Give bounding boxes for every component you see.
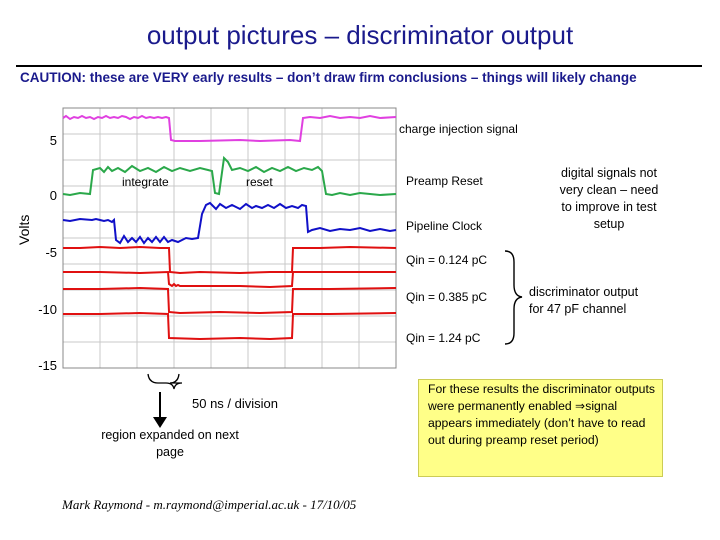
integrate-label: integrate [122, 175, 169, 189]
reset-label: reset [246, 175, 273, 189]
plot-grid [62, 107, 397, 369]
title-rule [16, 65, 702, 67]
discriminator-note-line-1: discriminator output [529, 285, 639, 299]
preamp-reset-label: Preamp Reset [406, 174, 483, 188]
preamp-reset-trace [62, 201, 397, 245]
plot-frame [62, 107, 397, 369]
qin-0385-label: Qin = 0.385 pC [406, 290, 487, 304]
charge-injection-label: charge injection signal [399, 122, 518, 136]
time-scale-label: 50 ns / division [192, 396, 278, 411]
region-brace [147, 373, 183, 390]
pipeline-clock-label: Pipeline Clock [406, 219, 483, 233]
y-tick-minus15: -15 [38, 358, 57, 373]
region-expanded-label: region expanded on next page [101, 428, 239, 459]
author-footer: Mark Raymond - m.raymond@imperial.ac.uk … [62, 497, 357, 512]
caution-text: CAUTION: these are VERY early results – … [20, 70, 637, 85]
digital-note-line-2: very clean – need [560, 183, 659, 197]
reset-trace [62, 155, 397, 197]
digital-signals-note: digital signals not very clean – need to… [560, 166, 659, 231]
discriminator-note-line-2: for 47 pF channel [529, 302, 626, 316]
slide-title: output pictures – discriminator output [146, 20, 574, 50]
discriminator-trace-4 [63, 311, 397, 341]
y-tick-minus5: -5 [45, 245, 57, 260]
note-box [418, 379, 663, 477]
discriminator-trace-1 [63, 245, 397, 275]
qin-brace [504, 250, 523, 345]
y-axis-label: Volts [16, 214, 32, 245]
y-tick-minus10: -10 [38, 302, 57, 317]
y-tick-5: 5 [50, 133, 57, 148]
note-box-text: For these results the discriminator outp… [428, 382, 655, 447]
digital-note-line-4: setup [594, 217, 625, 231]
digital-note-line-3: to improve in test [561, 200, 657, 214]
discriminator-trace-2 [63, 270, 396, 289]
qin-124-label: Qin = 1.24 pC [406, 331, 481, 345]
charge-injection-trace [62, 114, 397, 143]
discriminator-trace-3 [63, 286, 397, 315]
y-tick-0: 0 [50, 188, 57, 203]
digital-note-line-1: digital signals not [561, 166, 657, 180]
region-marker: 50 ns / division [147, 373, 278, 428]
qin-0124-label: Qin = 0.124 pC [406, 253, 487, 267]
oscilloscope-plot: 5 0 -5 -10 -15 integrate reset charge in… [38, 107, 659, 373]
region-arrow-head [153, 417, 167, 428]
